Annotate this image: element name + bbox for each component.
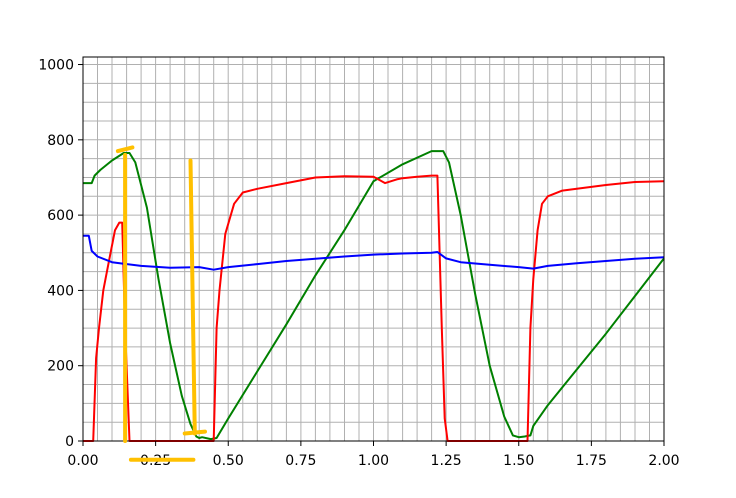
y-tick-label: 1000	[38, 58, 74, 74]
x-tick-label: 1.25	[431, 453, 462, 469]
x-tick-label: 0.75	[285, 453, 316, 469]
annotation-stroke-3	[188, 158, 197, 436]
y-tick-label: 600	[47, 208, 74, 224]
x-tick-label: 0.50	[213, 453, 244, 469]
grid	[82, 57, 665, 442]
y-tick-label: 400	[47, 283, 74, 299]
series-line-2	[83, 174, 665, 442]
y-tick-label: 0	[65, 434, 74, 450]
series-lines	[83, 150, 665, 442]
series-line-1	[83, 150, 665, 441]
annotation-stroke-4	[182, 429, 207, 436]
series-line-3	[83, 234, 665, 271]
y-tick-label: 200	[47, 359, 74, 375]
x-tick-label: 2.00	[648, 453, 679, 469]
x-tick-label: 1.00	[358, 453, 389, 469]
annotations	[115, 145, 207, 462]
x-tick-label: 0.00	[67, 453, 98, 469]
y-tick-label: 800	[47, 133, 74, 149]
x-tick-label: 1.50	[503, 453, 534, 469]
x-tick-label: 1.75	[576, 453, 607, 469]
annotation-stroke-2	[115, 145, 135, 154]
